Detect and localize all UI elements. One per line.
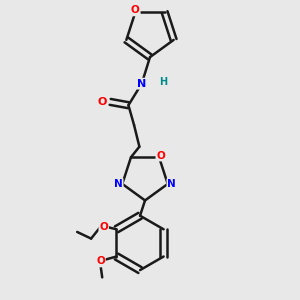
- Text: N: N: [114, 179, 123, 189]
- Text: O: O: [99, 222, 108, 232]
- Text: H: H: [159, 77, 167, 87]
- Text: O: O: [131, 5, 140, 15]
- Text: O: O: [96, 256, 105, 266]
- Text: O: O: [97, 97, 106, 107]
- Text: O: O: [156, 151, 165, 160]
- Text: N: N: [167, 179, 176, 189]
- Text: N: N: [137, 79, 146, 88]
